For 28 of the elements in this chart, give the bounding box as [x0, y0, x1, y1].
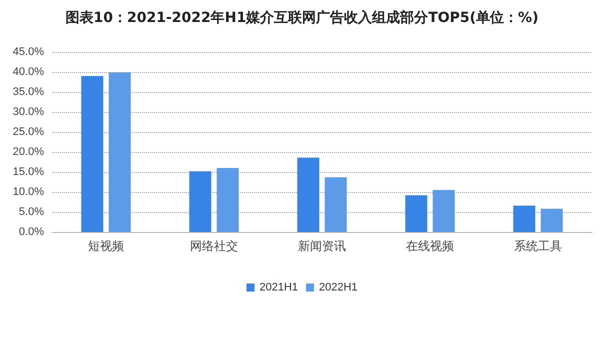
y-tick-label: 0.0%: [18, 226, 44, 238]
bar: [216, 168, 239, 232]
y-tick-label: 25.0%: [12, 126, 44, 138]
bar: [324, 177, 347, 232]
legend-label: 2021H1: [259, 282, 298, 294]
bar: [108, 72, 131, 232]
y-tick-label: 15.0%: [12, 166, 44, 178]
y-tick-label: 10.0%: [12, 186, 44, 198]
bar: [189, 171, 212, 232]
y-tick-label: 5.0%: [18, 206, 44, 218]
bar: [540, 208, 563, 232]
x-tick-label: 短视频: [88, 239, 124, 253]
bar: [81, 76, 104, 232]
y-tick-label: 35.0%: [12, 86, 44, 98]
y-tick-label: 45.0%: [12, 46, 44, 58]
y-tick-label: 40.0%: [12, 66, 44, 78]
x-tick-label: 新闻资讯: [298, 239, 346, 253]
bar: [405, 195, 428, 232]
bar: [432, 190, 455, 232]
chart-title: 图表10：2021-2022年H1媒介互联网广告收入组成部分TOP5(单位：%): [66, 9, 538, 26]
x-tick-label: 网络社交: [190, 239, 238, 253]
bar: [297, 158, 320, 232]
y-tick-label: 30.0%: [12, 106, 44, 118]
x-tick-label: 系统工具: [514, 239, 562, 253]
bar: [513, 206, 536, 232]
x-tick-label: 在线视频: [406, 239, 454, 253]
legend-label: 2022H1: [319, 282, 358, 294]
y-tick-label: 20.0%: [12, 146, 44, 158]
